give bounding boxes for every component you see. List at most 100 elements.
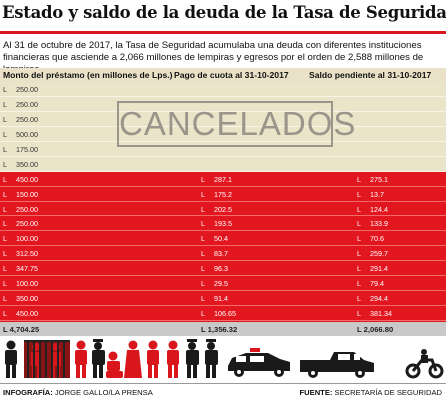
prisoner-icon (75, 340, 87, 378)
currency-symbol: L (3, 189, 7, 199)
cell-value: 100.00 (16, 279, 38, 289)
currency-symbol: L (357, 264, 361, 274)
cell-value: 312.50 (16, 249, 38, 259)
cell-value: 202.5 (214, 204, 232, 214)
cell-pago: L 96.3 (201, 264, 228, 273)
cell-monto: L 100.00 (3, 279, 38, 288)
table-row: L 350.00 (0, 156, 446, 172)
kneeling-prisoner-icon (106, 351, 123, 378)
cell-value: 291.4 (370, 264, 388, 274)
table-row: L 500.00 (0, 126, 446, 142)
cell-monto: L 250.00 (3, 85, 38, 94)
currency-symbol: L (3, 159, 7, 169)
cell-monto: L 450.00 (3, 309, 38, 318)
cell-value: 96.3 (214, 264, 228, 274)
officer-icon (205, 339, 218, 378)
officer-icon (92, 339, 105, 378)
cell-value: 175.2 (214, 189, 232, 199)
cell-monto: L 150.00 (3, 190, 38, 199)
title-divider (0, 31, 446, 34)
cell-monto: L 312.50 (3, 249, 38, 258)
cell-value: 259.7 (370, 249, 388, 259)
cell-monto: L 250.00 (3, 205, 38, 214)
cell-pago: L 91.4 (201, 294, 228, 303)
cell-value: 450.00 (16, 309, 38, 319)
cell-value: 250.00 (16, 114, 38, 124)
cell-value: 175.00 (16, 144, 38, 154)
cell-pago: L 83.7 (201, 249, 228, 258)
cell-value: 150.00 (16, 189, 38, 199)
cell-value: 50.4 (214, 234, 228, 244)
cell-value: 500.00 (16, 129, 38, 139)
cell-value: 193.5 (214, 219, 232, 229)
currency-symbol: L (201, 294, 205, 304)
table-row: L 250.00 (0, 96, 446, 112)
cell-value: 91.4 (214, 294, 228, 304)
cell-saldo: L 275.1 (357, 175, 388, 184)
currency-symbol: L (3, 294, 7, 304)
cell-value: 83.7 (214, 249, 228, 259)
currency-symbol: L (357, 189, 361, 199)
currency-symbol: L (201, 174, 205, 184)
currency-symbol: L (3, 234, 7, 244)
cell-value: 106.65 (214, 309, 236, 319)
cell-value: 124.4 (370, 204, 388, 214)
cell-value: 381.34 (370, 309, 392, 319)
cell-monto: L 350.00 (3, 160, 38, 169)
table-row: L 250.00 (0, 82, 446, 97)
cell-saldo: L 133.9 (357, 219, 388, 228)
table-row: L 100.00 L 29.5 L 79.4 (0, 276, 446, 292)
cell-monto: L 250.00 (3, 115, 38, 124)
cell-monto: L 250.00 (3, 219, 38, 228)
table-row: L 100.00 L 50.4 L 70.6 (0, 231, 446, 247)
table-row: L 312.50 L 83.7 L 259.7 (0, 246, 446, 262)
cell-value: 287.1 (214, 174, 232, 184)
table-row: L 450.00 L 106.65 L 381.34 (0, 306, 446, 321)
cell-value: 133.9 (370, 219, 388, 229)
currency-symbol: L (357, 174, 361, 184)
column-header-saldo: Saldo pendiente al 31-10-2017 (309, 70, 432, 80)
currency-symbol: L (357, 279, 361, 289)
currency-symbol: L (201, 204, 205, 214)
cell-value: 100.00 (16, 234, 38, 244)
currency-symbol: L (357, 249, 361, 259)
table-row: L 450.00 L 287.1 L 275.1 (0, 171, 446, 187)
cell-value: 250.00 (16, 204, 38, 214)
police-truck-icon (300, 352, 374, 378)
cell-value: 70.6 (370, 234, 384, 244)
prisoner-icon (167, 340, 179, 378)
cell-saldo: L 294.4 (357, 294, 388, 303)
debt-table: L 250.00 L 250.00 L 250.00 L 500.00 L 175.00 L 350.… (0, 82, 446, 336)
page-title: Estado y saldo de la deuda de la Tasa de… (2, 3, 446, 22)
cell-pago: L 106.65 (201, 309, 236, 318)
cell-value: 350.00 (16, 294, 38, 304)
cell-monto: L 100.00 (3, 234, 38, 243)
cell-value: 450.00 (16, 174, 38, 184)
currency-symbol: L (201, 249, 205, 259)
cell-value: 350.00 (16, 159, 38, 169)
currency-symbol: L (3, 264, 7, 274)
cell-pago: L 202.5 (201, 205, 232, 214)
cell-value: 29.5 (214, 279, 228, 289)
cell-saldo: L 259.7 (357, 249, 388, 258)
table-row: L 250.00 L 202.5 L 124.4 (0, 201, 446, 217)
table-row: L 250.00 (0, 111, 446, 127)
total-saldo: L 2,066.80 (357, 325, 394, 334)
currency-symbol: L (201, 234, 205, 244)
prisoner-icon (5, 340, 17, 378)
currency-symbol: L (3, 219, 7, 229)
table-row: L 150.00 L 175.2 L 13.7 (0, 186, 446, 202)
currency-symbol: L (357, 294, 361, 304)
currency-symbol: L (357, 309, 361, 319)
currency-symbol: L (201, 309, 205, 319)
cell-monto: L 350.00 (3, 294, 38, 303)
table-row: L 175.00 (0, 141, 446, 157)
table-row: L 250.00 L 193.5 L 133.9 (0, 216, 446, 232)
currency-symbol: L (201, 279, 205, 289)
cell-pago: L 175.2 (201, 190, 232, 199)
column-header-monto: Monto del préstamo (en millones de Lps.) (3, 70, 173, 80)
currency-symbol: L (3, 129, 7, 139)
currency-symbol: L (3, 249, 7, 259)
cell-value: 79.4 (370, 279, 384, 289)
currency-symbol: L (357, 234, 361, 244)
